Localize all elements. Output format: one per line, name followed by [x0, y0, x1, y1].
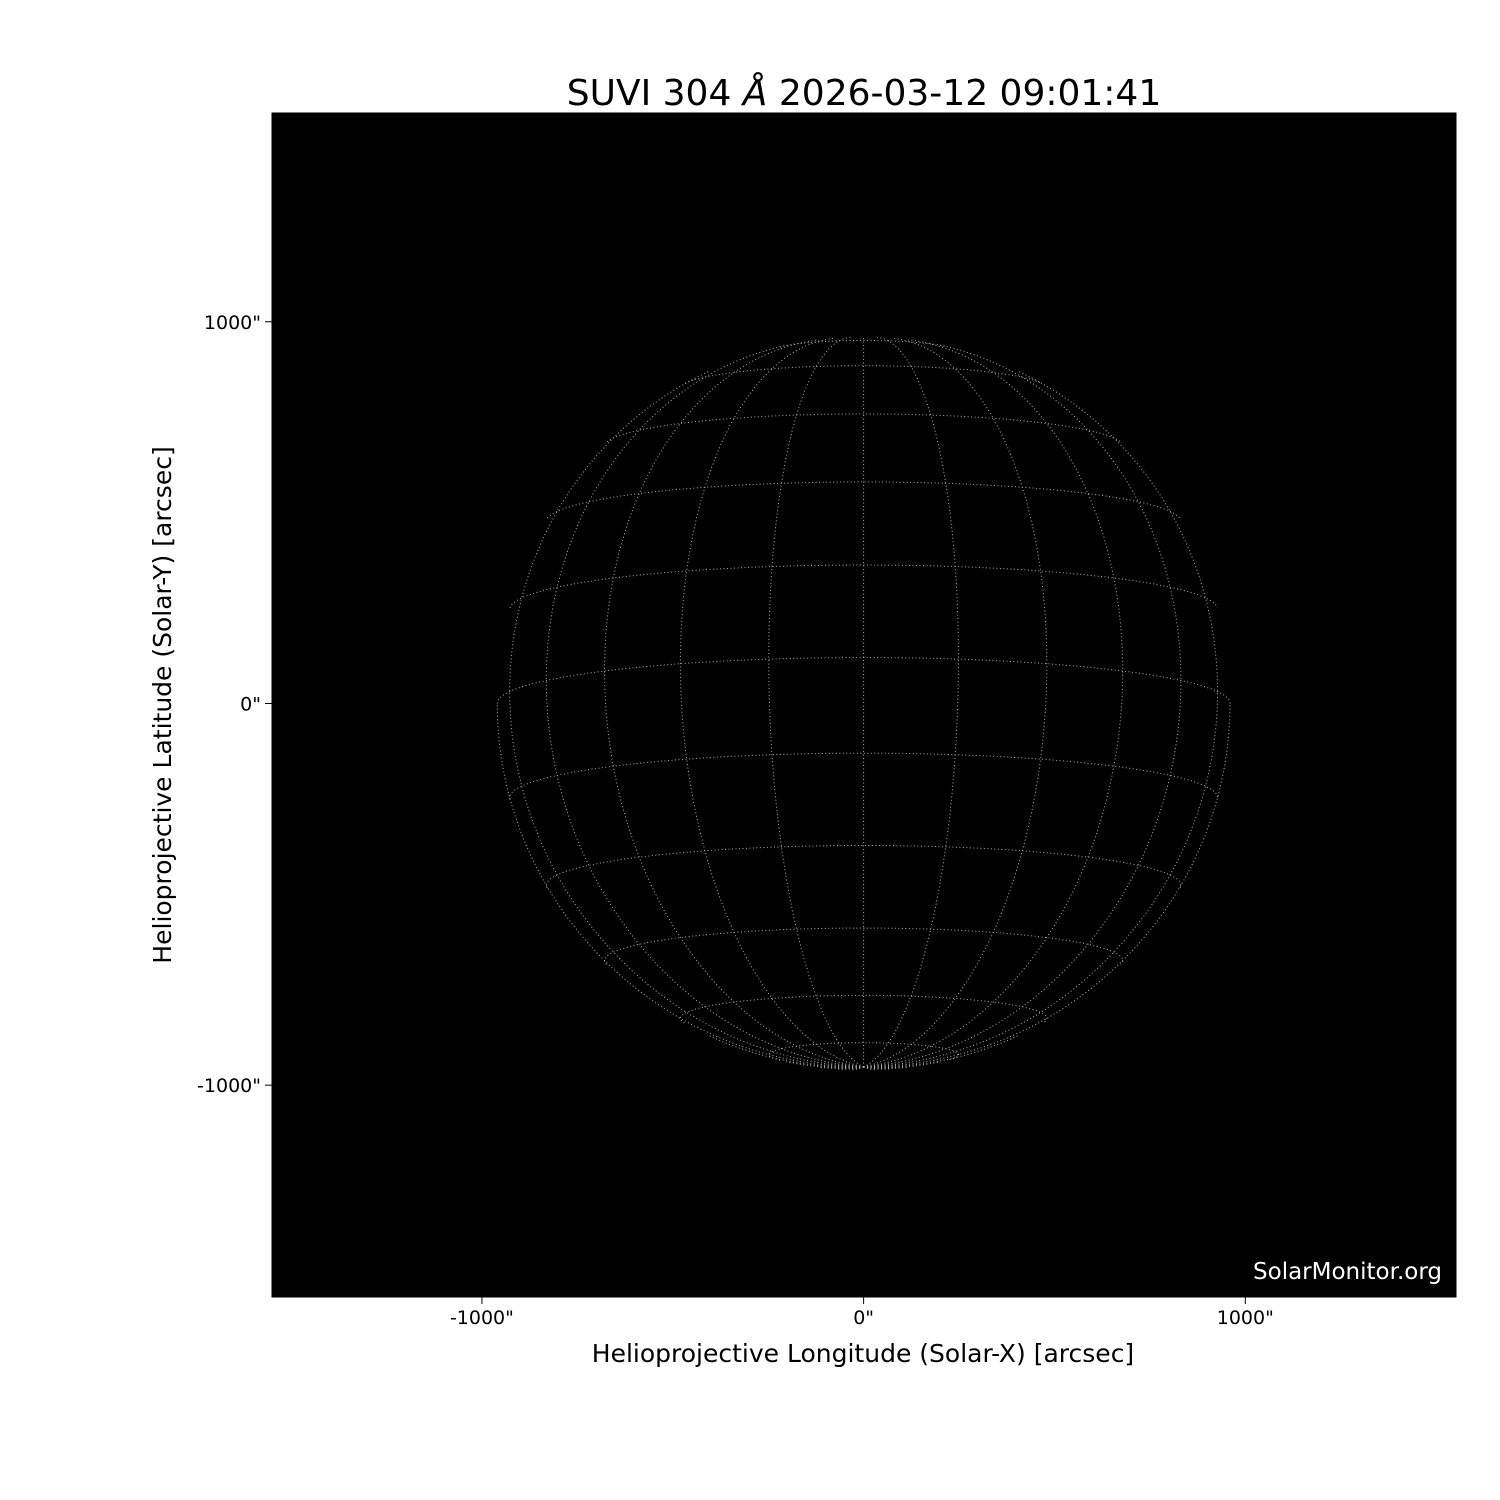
meridian-line	[863, 344, 1182, 1068]
latitude-line	[603, 927, 1124, 965]
meridian-line	[509, 371, 864, 1068]
chart-title: SUVI 304 Å 2026-03-12 09:01:41	[567, 71, 1161, 114]
x-tick-label: -1000"	[450, 1307, 514, 1329]
latitude-line	[509, 564, 1218, 608]
x-axis-label: Helioprojective Longitude (Solar-X) [arc…	[592, 1339, 1134, 1368]
latitude-line	[606, 413, 1121, 443]
meridian-line	[863, 371, 1219, 1068]
x-tick-label: 1000"	[1217, 1307, 1274, 1329]
x-tick-label: 0"	[853, 1307, 874, 1329]
y-tick-label: 0"	[240, 693, 261, 715]
y-tick-label: -1000"	[197, 1075, 261, 1097]
meridian-line	[496, 703, 864, 1068]
meridian-line	[863, 1066, 909, 1070]
meridian-line	[708, 1034, 864, 1068]
meridian-line	[863, 1034, 1020, 1068]
meridian-line	[545, 344, 864, 1068]
latitude-line	[679, 994, 1048, 1024]
latitude-line	[509, 752, 1219, 800]
y-tick-label: 1000"	[204, 312, 261, 334]
heliographic-grid	[496, 336, 1231, 1071]
meridian-line	[863, 1061, 941, 1069]
image-axes	[272, 113, 1456, 1297]
x-axis-ticks: -1000" 0" 1000"	[450, 1297, 1274, 1329]
y-axis-label: Helioprojective Latitude (Solar-Y) [arcs…	[148, 446, 177, 963]
y-axis-ticks: 1000" 0" -1000"	[197, 312, 272, 1097]
latitude-line	[496, 656, 1231, 704]
meridian-line	[863, 1066, 890, 1070]
meridian-line	[863, 703, 1231, 1068]
meridian-line	[768, 336, 864, 1068]
meridian-line	[786, 1061, 864, 1069]
latitude-line	[779, 339, 948, 348]
meridian-line	[863, 336, 960, 1068]
watermark: SolarMonitor.org	[1253, 1259, 1442, 1285]
